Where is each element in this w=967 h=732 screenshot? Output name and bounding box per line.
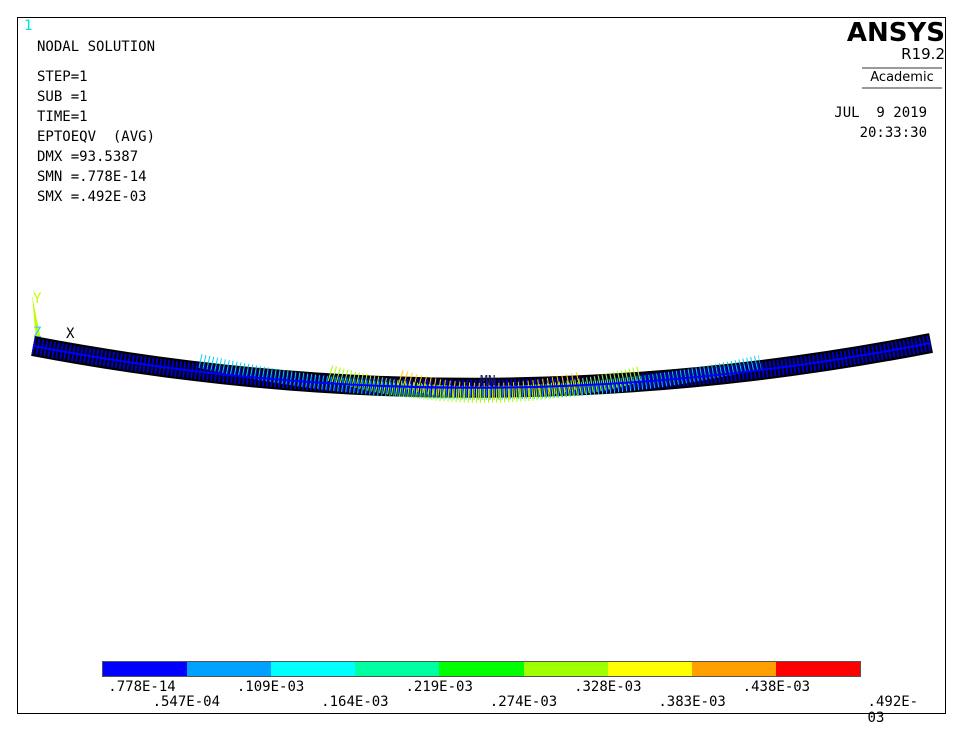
date: JUL 9 2019 [834,105,927,121]
strain-band-max [397,369,582,400]
legend-color-band [355,662,440,676]
legend-color-band [691,662,776,676]
legend-label: .109E-03 [236,679,305,695]
date-time: JUL 9 2019 20:33:30 [834,103,927,143]
strain-band-high [327,365,643,403]
info-time: TIME=1 [37,109,88,125]
legend-label: .274E-03 [489,694,558,710]
ansys-logo: ANSYS [846,18,945,48]
license-label: Academic [862,67,942,89]
legend-label: .492E-03 [867,694,919,726]
info-smn: SMN =.778E-14 [37,169,147,185]
info-smx: SMX =.492E-03 [37,189,147,205]
info-result-item: EPTOEQV (AVG) [37,129,156,145]
legend-color-band [271,662,356,676]
window-number: 1 [24,18,33,34]
triad-y-axis-icon [32,295,41,340]
graphics-window [17,17,946,714]
legend-color-band [607,662,692,676]
legend-label: .438E-03 [742,679,811,695]
contour-legend-bar [102,661,861,677]
triad-z-label: Z [33,325,41,341]
legend-color-band [775,662,860,676]
info-dmx: DMX =93.5387 [37,149,139,165]
deformed-beam [31,333,933,403]
triad-y-label: Y [33,291,42,307]
info-step: STEP=1 [37,69,88,85]
legend-label: .328E-03 [574,679,642,695]
title-nodal-solution: NODAL SOLUTION [37,39,156,55]
legend-label: .164E-03 [321,694,389,710]
legend-color-band [103,662,188,676]
triad-x-label: X [66,326,75,342]
neutral-axis [32,342,932,389]
legend-label: .383E-03 [658,694,726,710]
legend-color-band [439,662,524,676]
legend-label: .219E-03 [405,679,473,695]
release-version: R19.2 [901,45,945,63]
time: 20:33:30 [859,125,927,141]
info-sub: SUB =1 [37,89,88,105]
legend-color-band [523,662,608,676]
legend-label: .547E-04 [152,694,221,710]
legend-color-band [187,662,272,676]
min-marker: MN [480,374,496,389]
legend-label: .778E-14 [108,679,176,695]
